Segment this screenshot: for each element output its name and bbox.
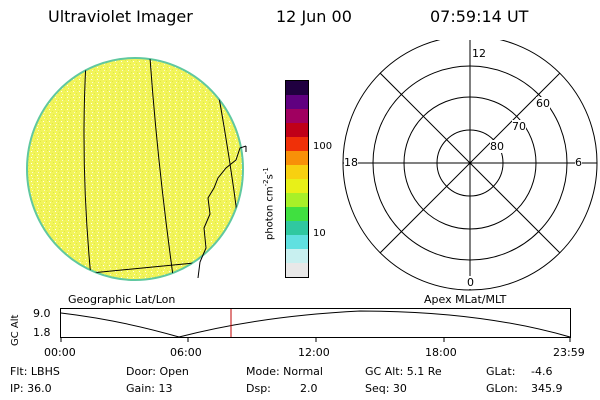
status-gain: Gain: 13: [126, 382, 173, 395]
timeline-ytick-bottom: 1.8: [33, 326, 51, 339]
timeline-ytick-top: 9.0: [33, 307, 51, 320]
mlt-label-0: 0: [467, 276, 474, 289]
mlt-label-18: 18: [344, 156, 358, 169]
status-glat-value: -4.6: [531, 365, 553, 378]
lat-label-70: 70: [512, 120, 526, 133]
altitude-curve: [60, 310, 571, 338]
status-ip: IP: 36.0: [10, 382, 52, 395]
timeline-tick-1200: 12:00: [298, 346, 330, 359]
colorbar-band: [286, 207, 308, 221]
timeline-tick-0000: 00:00: [44, 346, 76, 359]
geographic-panel-label: Geographic Lat/Lon: [68, 293, 176, 306]
altitude-timeline: [60, 308, 571, 342]
status-dsp-label: Dsp:: [246, 382, 271, 395]
status-door: Door: Open: [126, 365, 189, 378]
timeline-frame: [60, 308, 571, 338]
instrument-title: Ultraviolet Imager: [48, 7, 193, 26]
status-glon-label: GLon:: [486, 382, 518, 395]
mlt-diagonal-b: [379, 72, 561, 254]
colorbar-tick-10: 10: [313, 228, 326, 239]
geographic-image: [26, 57, 247, 281]
status-seq: Seq: 30: [365, 382, 407, 395]
apex-panel-label: Apex MLat/MLT: [424, 293, 507, 306]
timeline-tick-1800: 18:00: [425, 346, 457, 359]
timeline-tick-2359: 23:59: [553, 346, 585, 359]
status-filter: Flt: LBHS: [10, 365, 60, 378]
status-mode: Mode: Normal: [246, 365, 323, 378]
colorbar-band: [286, 193, 308, 207]
mlt-label-6: 6: [575, 156, 582, 169]
image-time: 07:59:14 UT: [430, 7, 529, 26]
colorbar-band: [286, 165, 308, 179]
colorbar-band: [286, 95, 308, 109]
colorbar-band: [286, 263, 308, 277]
colorbar-unit-label: photon cm-2s-1: [262, 167, 276, 240]
colorbar-band: [286, 109, 308, 123]
lat-label-80: 80: [490, 140, 504, 153]
status-glon-value: 345.9: [531, 382, 563, 395]
lat-label-60: 60: [536, 97, 550, 110]
colorbar-band: [286, 221, 308, 235]
mlt-label-12: 12: [472, 47, 486, 60]
colorbar: [285, 80, 309, 278]
status-glat-label: GLat:: [486, 365, 516, 378]
timeline-tick-0600: 06:00: [170, 346, 202, 359]
colorbar-band: [286, 235, 308, 249]
image-date: 12 Jun 00: [276, 7, 352, 26]
colorbar-band: [286, 179, 308, 193]
coastline: [197, 145, 247, 279]
colorbar-band: [286, 81, 308, 95]
colorbar-band: [286, 151, 308, 165]
status-gc-alt: GC Alt: 5.1 Re: [365, 365, 442, 378]
status-dsp-value: 2.0: [300, 382, 318, 395]
colorbar-band: [286, 249, 308, 263]
colorbar-band: [286, 123, 308, 137]
earth-disk: [26, 57, 244, 281]
colorbar-band: [286, 137, 308, 151]
colorbar-tick-100: 100: [313, 141, 333, 152]
polar-grid: [342, 40, 598, 291]
timeline-ylabel: GC Alt: [10, 314, 21, 346]
